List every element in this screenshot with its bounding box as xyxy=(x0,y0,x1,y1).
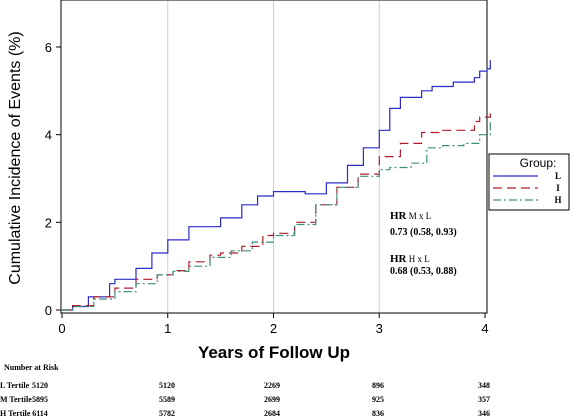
hazard-ratio-annotations: HR M x L 0.73 (0.58, 0.93) HR H x L 0.68… xyxy=(390,210,457,277)
axes: 0 1 2 3 4 0 2 4 6 xyxy=(45,40,489,336)
risk-row-label: L Tertile xyxy=(0,381,30,390)
hr-h-x-l-label: HR H x L xyxy=(390,253,430,265)
hr-h-x-l-label-bold: HR xyxy=(390,253,408,265)
risk-row-value: 5589 xyxy=(159,395,175,404)
risk-row-label: H Tertile xyxy=(0,409,31,418)
hr-m-x-l-label: HR M x L xyxy=(390,210,431,222)
series-line-i xyxy=(62,112,491,311)
y-tick-label: 4 xyxy=(45,128,52,143)
series-line-h xyxy=(62,121,491,311)
series-line-l xyxy=(62,60,491,311)
risk-row-value: 2684 xyxy=(264,409,280,418)
hr-h-x-l-value: 0.68 (0.53, 0.88) xyxy=(390,266,457,277)
risk-row-value: 348 xyxy=(478,381,490,390)
y-tick-label: 2 xyxy=(45,215,52,230)
risk-row-label: M Tertile xyxy=(0,395,32,404)
hr-m-x-l-label-bold: HR xyxy=(390,210,408,222)
legend-label-i: I xyxy=(556,183,560,193)
x-tick-label: 3 xyxy=(376,321,383,336)
x-axis-label: Years of Follow Up xyxy=(198,343,350,362)
legend-box xyxy=(488,153,570,211)
risk-row-value: 5120 xyxy=(159,381,175,390)
risk-row-value: 836 xyxy=(372,409,384,418)
y-tick-label: 0 xyxy=(45,303,52,318)
x-tick-label: 1 xyxy=(164,321,171,336)
risk-row-value: 346 xyxy=(478,409,490,418)
legend-label-l: L xyxy=(555,171,561,181)
risk-row-value: 357 xyxy=(478,395,490,404)
risk-row-value: 925 xyxy=(372,395,384,404)
risk-table-header: Number at Risk xyxy=(4,363,59,372)
series-lines xyxy=(62,60,491,311)
y-axis-label: Cumulative Incidence of Events (%) xyxy=(7,31,24,284)
risk-table: Number at Risk L Tertile 5120 5120 2269 896 3… xyxy=(0,363,490,418)
hr-m-x-l-value: 0.73 (0.58, 0.93) xyxy=(390,227,457,238)
x-tick-label: 0 xyxy=(58,321,65,336)
hr-m-x-l-label-rest: M x L xyxy=(407,211,432,221)
x-tick-label: 4 xyxy=(481,321,488,336)
risk-row-value: 2269 xyxy=(264,381,280,390)
risk-row-value: 5895 xyxy=(32,395,48,404)
legend-label-h: H xyxy=(554,195,561,205)
legend-title: Group: xyxy=(520,156,557,170)
hr-h-x-l-label-rest: H x L xyxy=(407,254,430,264)
y-tick-label: 6 xyxy=(45,40,52,55)
grid-lines xyxy=(167,1,380,312)
risk-row-value: 5120 xyxy=(32,381,48,390)
x-tick-label: 2 xyxy=(270,321,277,336)
risk-row-value: 2699 xyxy=(264,395,280,404)
risk-row-value: 896 xyxy=(372,381,384,390)
risk-row-value: 5782 xyxy=(159,409,175,418)
risk-row-value: 6114 xyxy=(32,409,48,418)
legend: Group: LIH xyxy=(488,153,570,211)
